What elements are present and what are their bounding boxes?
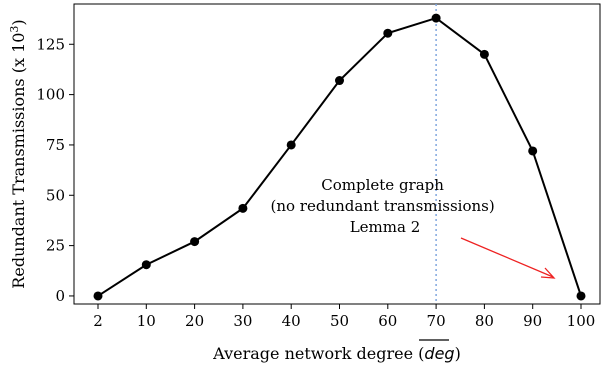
y-tick-label: 50 bbox=[46, 186, 65, 204]
x-axis-ticks: 2 10 20 30 40 50 60 70 80 90 100 bbox=[93, 304, 595, 330]
y-tick-label: 75 bbox=[46, 136, 65, 154]
y-axis-title-exponent: 3 bbox=[8, 26, 21, 33]
y-tick-label: 100 bbox=[36, 86, 65, 104]
x-tick-label: 20 bbox=[185, 312, 204, 330]
annotation-line-1: Complete graph bbox=[321, 176, 444, 194]
arrow-head bbox=[540, 267, 556, 279]
x-tick-label: 60 bbox=[378, 312, 397, 330]
data-points bbox=[93, 13, 586, 301]
y-tick-label: 125 bbox=[36, 35, 65, 53]
x-axis-title-prefix: Average network degree ( bbox=[212, 344, 424, 363]
data-point bbox=[383, 28, 393, 38]
x-tick-label: 50 bbox=[330, 312, 349, 330]
annotation-line-3: Lemma 2 bbox=[350, 218, 421, 236]
y-tick-label: 25 bbox=[46, 237, 65, 255]
annotation-line-2: (no redundant transmissions) bbox=[270, 197, 494, 215]
x-tick-label: 70 bbox=[427, 312, 446, 330]
y-axis-ticks: 0 25 50 75 100 125 bbox=[36, 35, 74, 305]
data-point bbox=[528, 146, 538, 156]
arrow-shaft bbox=[460, 237, 554, 278]
x-tick-label: 2 bbox=[93, 312, 103, 330]
x-axis-title-variable: deg bbox=[424, 344, 454, 363]
series-line bbox=[97, 16, 582, 297]
data-point bbox=[93, 291, 103, 301]
x-tick-label: 10 bbox=[137, 312, 156, 330]
y-axis-title: Redundant Transmissions (x 103) bbox=[8, 19, 28, 288]
x-tick-label: 90 bbox=[523, 312, 542, 330]
x-tick-label: 40 bbox=[282, 312, 301, 330]
data-point bbox=[286, 140, 296, 150]
data-point bbox=[576, 291, 586, 301]
x-tick-label: 30 bbox=[233, 312, 252, 330]
y-axis-title-suffix: ) bbox=[9, 19, 28, 25]
x-tick-label: 100 bbox=[567, 312, 596, 330]
x-tick-label: 80 bbox=[475, 312, 494, 330]
data-point bbox=[190, 237, 200, 247]
data-point bbox=[238, 203, 248, 213]
x-axis-title: Average network degree (deg) bbox=[212, 344, 461, 363]
plot-area: 0 25 50 75 100 125 2 10 20 30 40 50 60 70 80 90 100 bbox=[36, 3, 601, 330]
data-point bbox=[335, 76, 344, 86]
data-point bbox=[479, 49, 489, 59]
plot-frame bbox=[73, 3, 601, 305]
y-tick-label: 0 bbox=[55, 287, 65, 305]
annotation-text: Complete graph (no redundant transmissio… bbox=[270, 176, 499, 236]
data-point bbox=[141, 260, 151, 270]
data-point bbox=[431, 13, 441, 23]
x-axis-title-suffix: ) bbox=[455, 344, 461, 363]
annotation-arrow bbox=[460, 237, 556, 279]
y-axis-title-prefix: Redundant Transmissions (x 10 bbox=[9, 33, 28, 289]
